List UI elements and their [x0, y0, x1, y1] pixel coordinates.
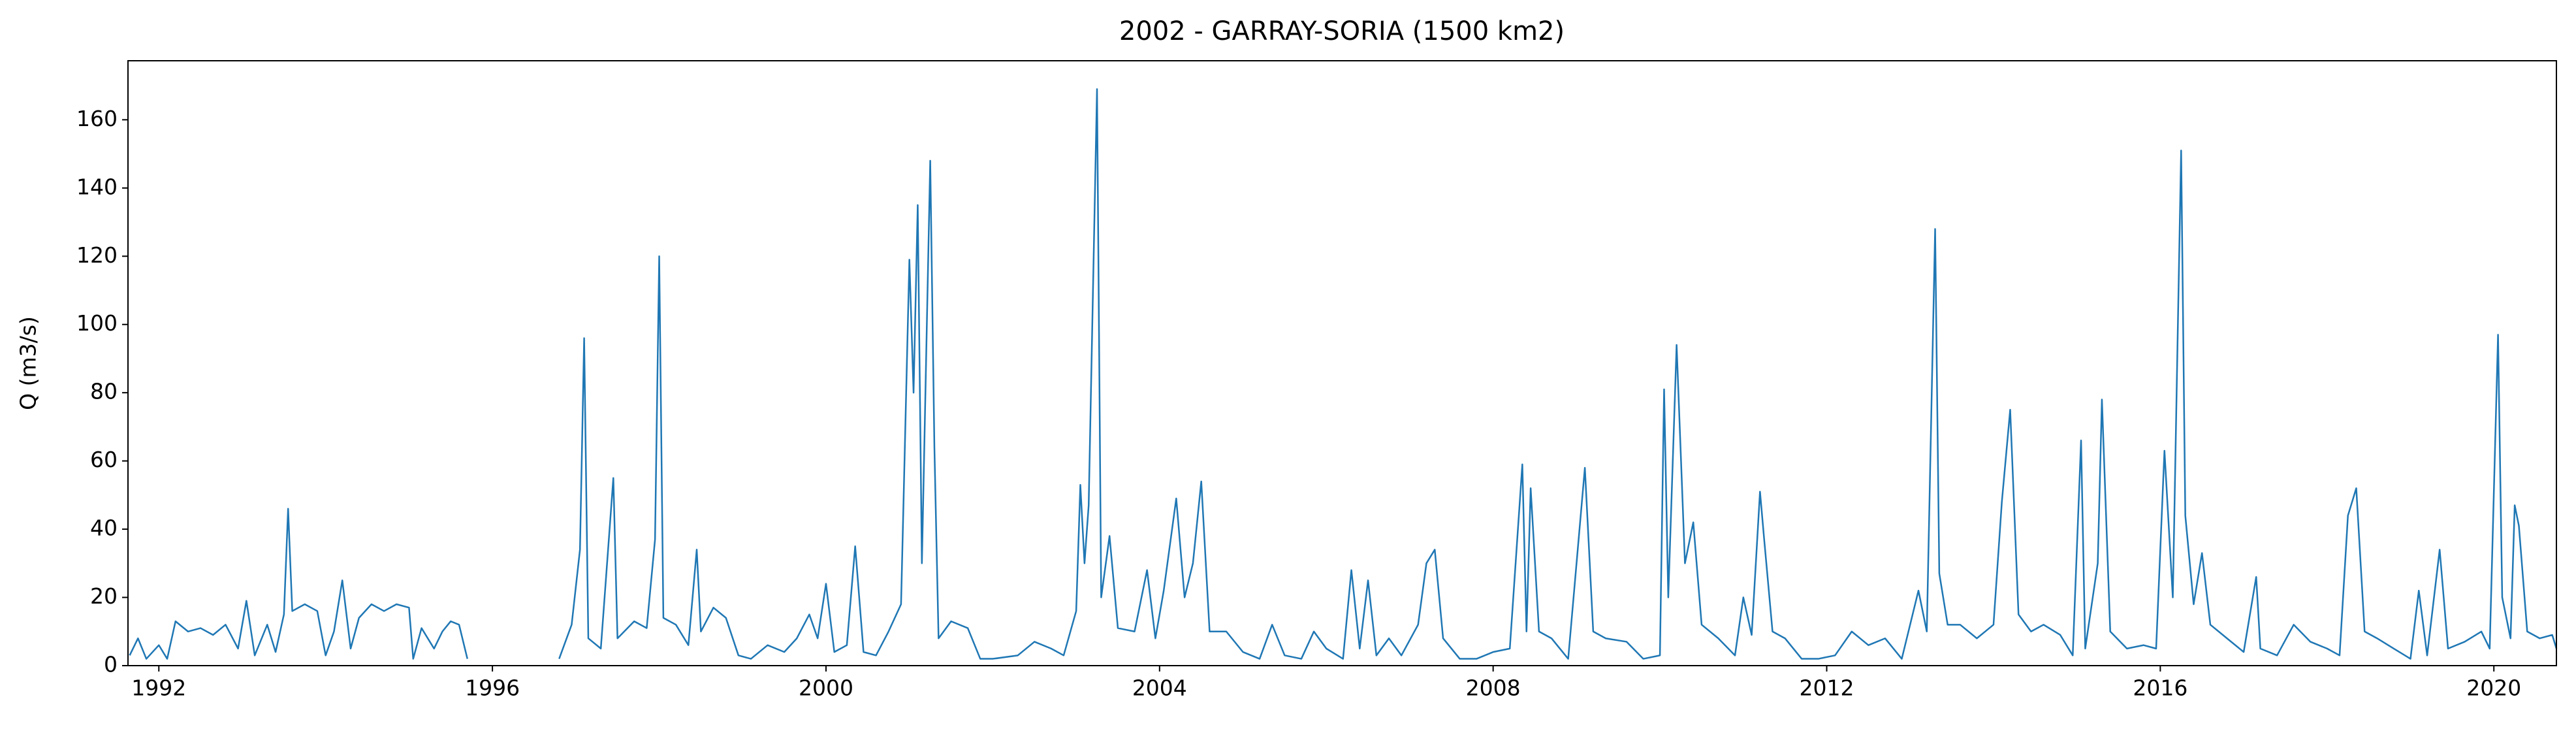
x-tick-label: 2016: [2133, 675, 2187, 701]
x-tick-label: 2000: [799, 675, 853, 701]
y-tick-label: 0: [104, 652, 118, 677]
y-tick-label: 20: [90, 583, 118, 609]
x-tick-label: 2020: [2466, 675, 2521, 701]
y-tick-label: 80: [90, 379, 118, 404]
y-tick-label: 160: [76, 106, 118, 131]
chart-title: 2002 - GARRAY-SORIA (1500 km2): [1119, 16, 1565, 46]
x-tick-label: 1996: [465, 675, 520, 701]
y-tick-label: 140: [76, 174, 118, 199]
y-tick-label: 120: [76, 242, 118, 268]
y-axis-label: Q (m3/s): [16, 316, 41, 410]
flow-line: [129, 88, 2558, 660]
x-tick-label: 2008: [1466, 675, 1521, 701]
plot-frame: [127, 60, 2557, 666]
y-tick-label: 40: [90, 515, 118, 541]
x-tick-label: 2004: [1132, 675, 1187, 701]
x-tick-label: 2012: [1800, 675, 1854, 701]
y-tick-label: 60: [90, 447, 118, 472]
x-tick-label: 1992: [131, 675, 186, 701]
y-tick-label: 100: [76, 310, 118, 336]
